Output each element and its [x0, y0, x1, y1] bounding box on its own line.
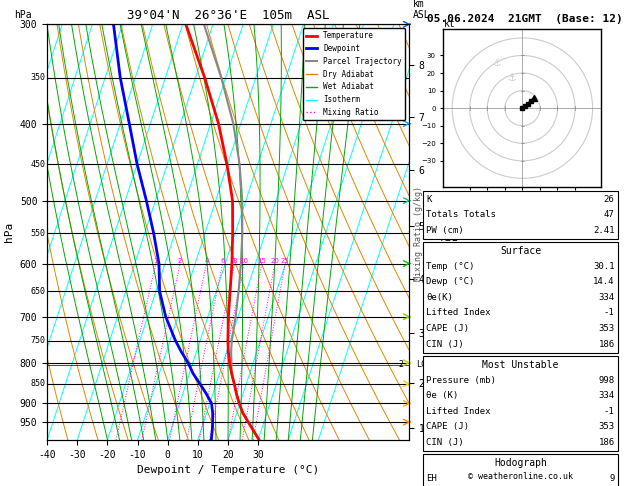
Text: 750: 750: [31, 336, 46, 345]
Text: Mixing Ratio (g/kg): Mixing Ratio (g/kg): [414, 186, 423, 281]
Text: Lifted Index: Lifted Index: [426, 407, 491, 416]
Text: CIN (J): CIN (J): [426, 438, 464, 447]
Text: Dewp (°C): Dewp (°C): [426, 278, 475, 286]
Text: Totals Totals: Totals Totals: [426, 210, 496, 219]
Text: 9: 9: [609, 474, 615, 483]
Text: 850: 850: [31, 379, 46, 388]
Text: 20: 20: [270, 258, 279, 263]
Text: Pressure (mb): Pressure (mb): [426, 376, 496, 384]
Text: 14.4: 14.4: [593, 278, 615, 286]
Text: 186: 186: [598, 438, 615, 447]
Text: 334: 334: [598, 293, 615, 302]
Text: 26: 26: [604, 195, 615, 204]
Text: Hodograph: Hodograph: [494, 458, 547, 468]
Text: 2.41: 2.41: [593, 226, 615, 235]
Text: K: K: [426, 195, 432, 204]
Text: Lifted Index: Lifted Index: [426, 309, 491, 317]
Text: 2: 2: [178, 258, 182, 263]
Text: 8: 8: [232, 258, 237, 263]
Text: 05.06.2024  21GMT  (Base: 12): 05.06.2024 21GMT (Base: 12): [427, 14, 623, 24]
X-axis label: Dewpoint / Temperature (°C): Dewpoint / Temperature (°C): [137, 465, 319, 475]
Text: 10: 10: [240, 258, 248, 263]
Text: 450: 450: [31, 160, 46, 169]
Text: ⚓: ⚓: [507, 73, 516, 84]
Text: 334: 334: [598, 391, 615, 400]
Legend: Temperature, Dewpoint, Parcel Trajectory, Dry Adiabat, Wet Adiabat, Isotherm, Mi: Temperature, Dewpoint, Parcel Trajectory…: [303, 28, 405, 120]
Y-axis label: hPa: hPa: [4, 222, 14, 242]
Text: PW (cm): PW (cm): [426, 226, 464, 235]
Text: 350: 350: [31, 73, 46, 82]
Text: ⚓: ⚓: [492, 57, 501, 68]
Text: Temp (°C): Temp (°C): [426, 262, 475, 271]
Text: θe (K): θe (K): [426, 391, 459, 400]
Title: 39°04'N  26°36'E  105m  ASL: 39°04'N 26°36'E 105m ASL: [127, 9, 329, 22]
Text: hPa: hPa: [14, 10, 32, 20]
Text: 6: 6: [220, 258, 225, 263]
Text: 2: 2: [398, 361, 403, 369]
Text: 15: 15: [257, 258, 266, 263]
Text: CIN (J): CIN (J): [426, 340, 464, 348]
Text: -1: -1: [604, 309, 615, 317]
Text: 998: 998: [598, 376, 615, 384]
Text: 186: 186: [598, 340, 615, 348]
Text: 353: 353: [598, 324, 615, 333]
Text: -1: -1: [604, 407, 615, 416]
Y-axis label: km
ASL: km ASL: [441, 221, 459, 243]
Text: θe(K): θe(K): [426, 293, 454, 302]
Text: 47: 47: [604, 210, 615, 219]
Text: LCL: LCL: [416, 361, 431, 369]
Text: 25: 25: [281, 258, 289, 263]
Text: EH: EH: [426, 474, 437, 483]
Text: 353: 353: [598, 422, 615, 431]
Text: CAPE (J): CAPE (J): [426, 422, 469, 431]
Text: 550: 550: [31, 229, 46, 238]
Text: 650: 650: [31, 287, 46, 295]
Text: Most Unstable: Most Unstable: [482, 360, 559, 369]
Text: CAPE (J): CAPE (J): [426, 324, 469, 333]
Text: 1: 1: [153, 258, 158, 263]
Text: © weatheronline.co.uk: © weatheronline.co.uk: [468, 472, 573, 481]
Text: Surface: Surface: [500, 246, 541, 256]
Text: 4: 4: [204, 258, 209, 263]
Text: km
ASL: km ASL: [413, 0, 430, 20]
Text: 30.1: 30.1: [593, 262, 615, 271]
Text: kt: kt: [443, 19, 455, 29]
